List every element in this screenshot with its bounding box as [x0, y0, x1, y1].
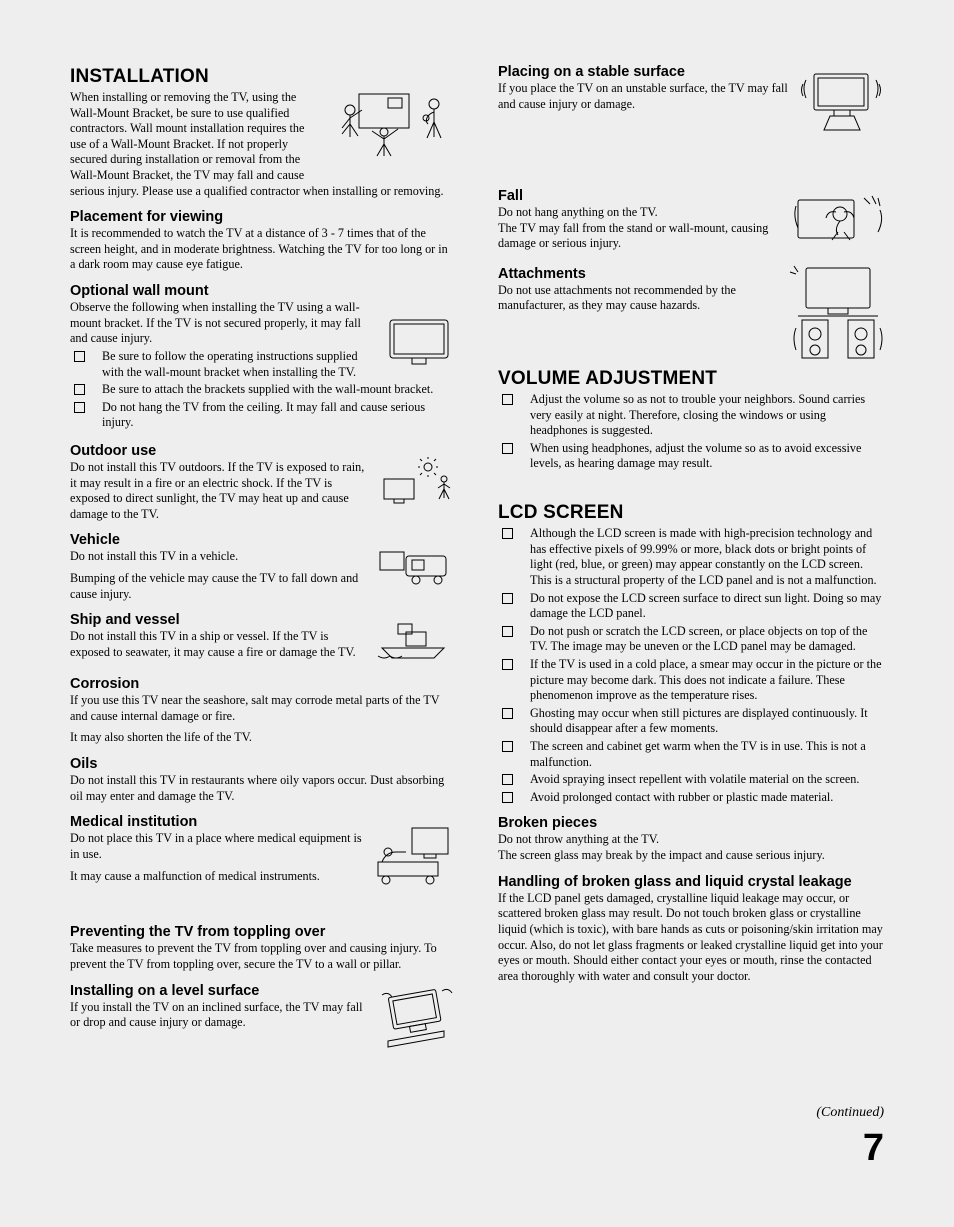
- medical-room-icon: [372, 822, 456, 894]
- list-item: If the TV is used in a cold place, a sme…: [498, 657, 884, 704]
- section-medical: Medical institution Do not place this TV…: [70, 814, 456, 898]
- list-item: Be sure to follow the operating instruct…: [70, 349, 456, 380]
- tv-sun-icon: [378, 457, 456, 511]
- list-item: Adjust the volume so as not to trouble y…: [498, 392, 884, 439]
- list-item: When using headphones, adjust the volume…: [498, 441, 884, 472]
- toppling-body: Take measures to prevent the TV from top…: [70, 941, 456, 972]
- ship-icon: [376, 622, 456, 662]
- manual-page: INSTALLATION When installing or removing…: [0, 0, 954, 1210]
- placement-body: It is recommended to watch the TV at a d…: [70, 226, 456, 273]
- fall-title: Fall: [498, 188, 784, 204]
- installation-illustration: [326, 84, 456, 174]
- fall-illustration: [792, 192, 888, 261]
- volume-title: VOLUME ADJUSTMENT: [498, 368, 884, 390]
- section-vehicle: Vehicle Do not install this TV in a vehi…: [70, 532, 456, 602]
- attachments-body: Do not use attachments not recommended b…: [498, 283, 774, 314]
- fall-body1: Do not hang anything on the TV.: [498, 205, 784, 221]
- oils-title: Oils: [70, 756, 456, 772]
- broken-body2: The screen glass may break by the impact…: [498, 848, 884, 864]
- vehicle-illustration: [376, 546, 456, 592]
- wallmount-list: Be sure to follow the operating instruct…: [70, 349, 456, 431]
- section-oils: Oils Do not install this TV in restauran…: [70, 756, 456, 804]
- outdoor-illustration: [378, 457, 456, 511]
- lcd-title: LCD SCREEN: [498, 502, 884, 524]
- section-level: Installing on a level surface If you ins…: [70, 983, 456, 1053]
- section-wallmount: Optional wall mount Observe the followin…: [70, 283, 456, 433]
- leakage-body: If the LCD panel gets damaged, crystalli…: [498, 891, 884, 985]
- right-column: Placing on a stable surface If you place…: [498, 64, 884, 1059]
- section-broken: Broken pieces Do not throw anything at t…: [498, 815, 884, 863]
- section-stable: Placing on a stable surface If you place…: [498, 64, 884, 144]
- ship-illustration: [376, 622, 456, 662]
- list-item: Ghosting may occur when still pictures a…: [498, 706, 884, 737]
- section-volume: VOLUME ADJUSTMENT Adjust the volume so a…: [498, 368, 884, 472]
- list-item: Although the LCD screen is made with hig…: [498, 526, 884, 588]
- broken-body1: Do not throw anything at the TV.: [498, 832, 884, 848]
- list-item: Be sure to attach the brackets supplied …: [70, 382, 456, 398]
- lcd-list: Although the LCD screen is made with hig…: [498, 526, 884, 805]
- stable-illustration: [800, 66, 884, 140]
- corrosion-body1: If you use this TV near the seashore, sa…: [70, 693, 456, 724]
- people-mounting-tv-icon: [326, 84, 456, 174]
- leakage-title: Handling of broken glass and liquid crys…: [498, 874, 884, 890]
- corrosion-title: Corrosion: [70, 676, 456, 692]
- section-outdoor: Outdoor use Do not install this TV outdo…: [70, 443, 456, 522]
- section-lcd: LCD SCREEN Although the LCD screen is ma…: [498, 502, 884, 805]
- toppling-title: Preventing the TV from toppling over: [70, 924, 456, 940]
- attachments-title: Attachments: [498, 266, 774, 282]
- corrosion-body2: It may also shorten the life of the TV.: [70, 730, 456, 746]
- medical-illustration: [372, 822, 456, 894]
- list-item: The screen and cabinet get warm when the…: [498, 739, 884, 770]
- list-item: Avoid spraying insect repellent with vol…: [498, 772, 884, 788]
- left-column: INSTALLATION When installing or removing…: [70, 64, 456, 1059]
- section-placement: Placement for viewing It is recommended …: [70, 209, 456, 273]
- oils-body: Do not install this TV in restaurants wh…: [70, 773, 456, 804]
- tv-inclined-icon: [378, 985, 456, 1049]
- fall-body2: The TV may fall from the stand or wall-m…: [498, 221, 784, 252]
- two-column-layout: INSTALLATION When installing or removing…: [70, 64, 884, 1059]
- level-illustration: [378, 985, 456, 1049]
- section-toppling: Preventing the TV from toppling over Tak…: [70, 924, 456, 972]
- broken-title: Broken pieces: [498, 815, 884, 831]
- section-installation: INSTALLATION When installing or removing…: [70, 66, 456, 199]
- attachments-illustration: [788, 264, 888, 369]
- tv-fall-person-icon: [792, 192, 888, 256]
- section-ship: Ship and vessel Do not install this TV i…: [70, 612, 456, 666]
- continued-label: (Continued): [70, 1105, 884, 1121]
- section-leakage: Handling of broken glass and liquid crys…: [498, 874, 884, 985]
- list-item: Do not push or scratch the LCD screen, o…: [498, 624, 884, 655]
- wallmount-title: Optional wall mount: [70, 283, 456, 299]
- list-item: Avoid prolonged contact with rubber or p…: [498, 790, 884, 806]
- section-corrosion: Corrosion If you use this TV near the se…: [70, 676, 456, 746]
- placement-title: Placement for viewing: [70, 209, 456, 225]
- list-item: Do not expose the LCD screen surface to …: [498, 591, 884, 622]
- tv-speakers-icon: [788, 264, 888, 364]
- list-item: Do not hang the TV from the ceiling. It …: [70, 400, 456, 431]
- page-number: 7: [70, 1127, 884, 1170]
- volume-list: Adjust the volume so as not to trouble y…: [498, 392, 884, 472]
- tv-vehicle-icon: [376, 546, 456, 592]
- tv-wobble-icon: [800, 66, 884, 140]
